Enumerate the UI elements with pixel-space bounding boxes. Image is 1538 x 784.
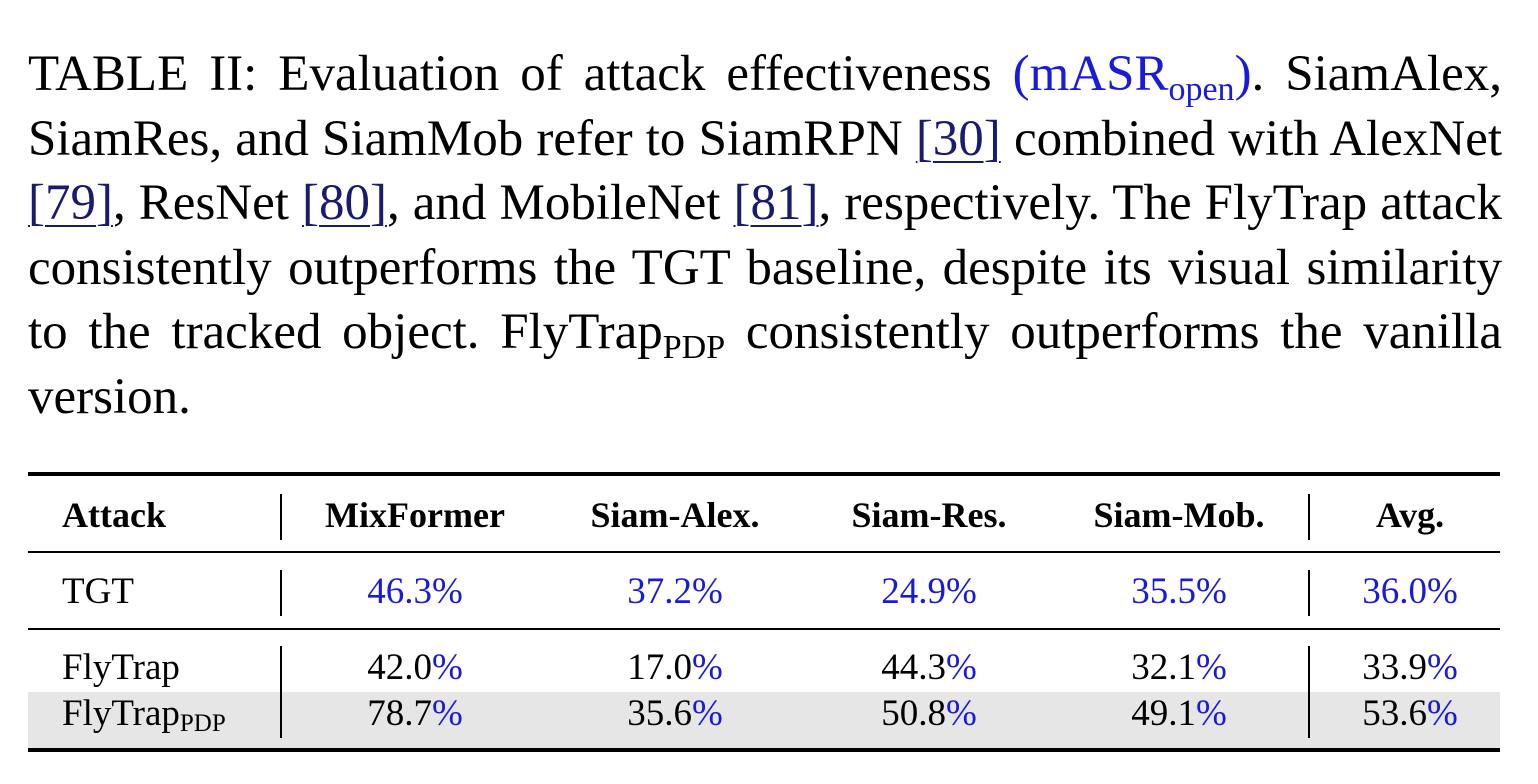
column-separator	[1308, 494, 1310, 540]
table-cell: 44.3%	[881, 647, 977, 688]
table-bottom-rule	[28, 748, 1500, 752]
table-cell: 46.3%	[367, 571, 463, 612]
table-cell: 35.6%	[627, 693, 723, 734]
column-separator	[1308, 646, 1310, 738]
column-separator	[280, 570, 282, 616]
citation-30[interactable]: [30]	[915, 110, 1001, 167]
citation-81[interactable]: [81]	[733, 175, 819, 231]
header-avg: Avg.	[1375, 495, 1445, 535]
header-mixformer: MixFormer	[325, 495, 505, 535]
table-cell: 33.9%	[1362, 647, 1458, 688]
header-siam-res: Siam-Res.	[851, 495, 1007, 535]
table-cell: 78.7%	[367, 693, 463, 734]
row-attack-name: FlyTrap	[62, 647, 180, 688]
table-cell: 32.1%	[1131, 647, 1227, 688]
column-separator	[280, 646, 282, 738]
table-cell: 24.9%	[881, 571, 977, 612]
column-separator	[1308, 570, 1310, 616]
row-attack-name: FlyTrapPDP	[62, 693, 226, 737]
table-cell: 53.6%	[1362, 693, 1458, 734]
header-siam-mob: Siam-Mob.	[1093, 495, 1265, 535]
table-cell: 50.8%	[881, 693, 977, 734]
table-header-rule	[28, 551, 1500, 553]
table-cell: 37.2%	[627, 571, 723, 612]
row-attack-name: TGT	[62, 571, 134, 612]
header-siam-alex: Siam-Alex.	[590, 495, 760, 535]
highlight-row-background	[28, 692, 1500, 748]
table-cell: 49.1%	[1131, 693, 1227, 734]
citation-79[interactable]: [79]	[28, 175, 113, 231]
table-cell: 36.0%	[1362, 571, 1458, 612]
table-cell: 42.0%	[367, 647, 463, 688]
table-group-rule	[28, 628, 1500, 630]
column-separator	[280, 494, 282, 540]
table-caption: TABLE II: Evaluation of attack effective…	[28, 46, 1502, 425]
table-top-rule	[28, 472, 1500, 476]
citation-80[interactable]: [80]	[302, 175, 387, 231]
metric-name: (mASRopen)	[1012, 46, 1252, 108]
table-cell: 35.5%	[1131, 571, 1227, 612]
table-cell: 17.0%	[627, 647, 723, 688]
header-attack: Attack	[62, 495, 166, 535]
caption-label: TABLE II:	[28, 46, 258, 102]
